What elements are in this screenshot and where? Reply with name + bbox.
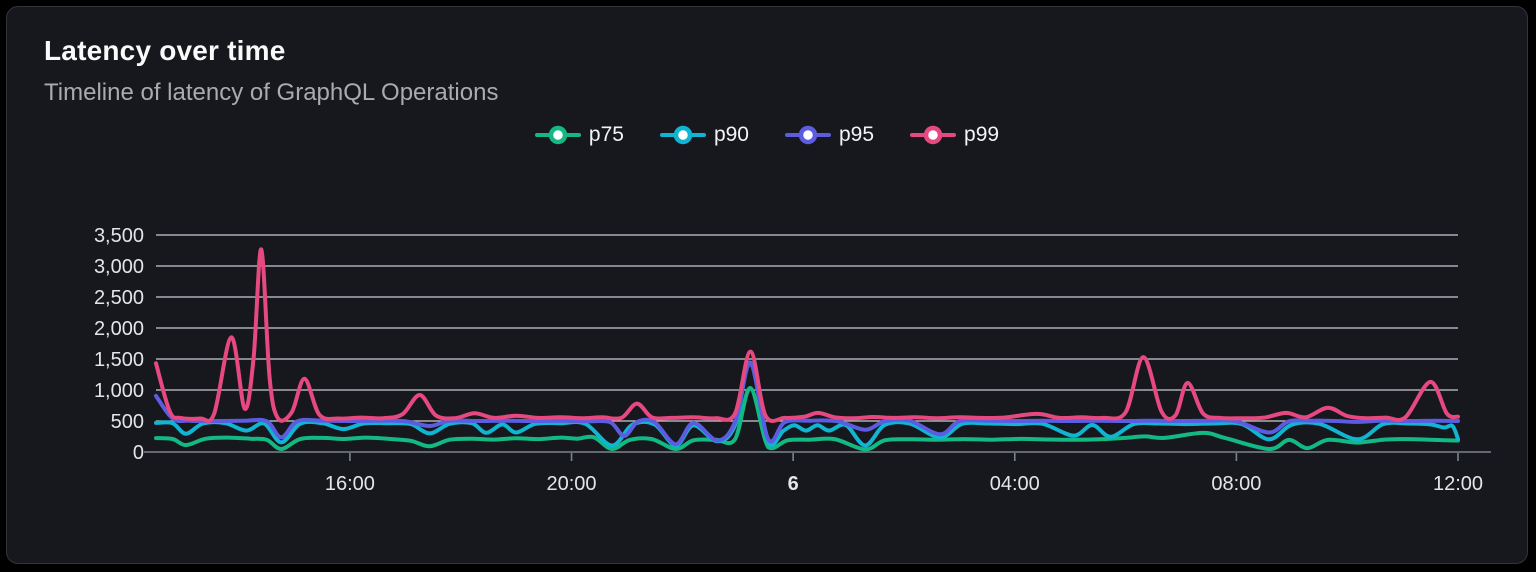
legend-marker-p75-icon bbox=[534, 125, 581, 145]
legend-label-p75: p75 bbox=[588, 123, 624, 146]
x-tick-label-08:00: 08:00 bbox=[1211, 473, 1261, 495]
legend-label-p90: p90 bbox=[713, 123, 749, 146]
legend-item-p99[interactable]: p99 bbox=[910, 123, 999, 147]
legend-label-p99: p99 bbox=[964, 123, 1000, 146]
panel-title: Latency over time bbox=[44, 35, 286, 66]
x-tick-label-6: 6 bbox=[788, 473, 799, 495]
x-tick-label-16:00: 16:00 bbox=[325, 473, 375, 495]
x-tick-label-12:00: 12:00 bbox=[1433, 473, 1483, 495]
legend-marker-p95-icon bbox=[785, 125, 831, 145]
x-tick-label-04:00: 04:00 bbox=[990, 473, 1040, 495]
y-tick-label-1000: 1,000 bbox=[94, 380, 144, 402]
legend-marker-p90-icon bbox=[659, 125, 706, 145]
y-tick-label-3500: 3,500 bbox=[94, 225, 144, 247]
latency-panel-card: Latency over time Timeline of latency of… bbox=[6, 6, 1528, 564]
legend-item-p75[interactable]: p75 bbox=[534, 123, 624, 147]
series-line-p90[interactable] bbox=[154, 360, 1460, 448]
series-line-p99[interactable] bbox=[154, 247, 1460, 424]
y-tick-label-3000: 3,000 bbox=[94, 256, 144, 278]
panel-subtitle: Timeline of latency of GraphQL Operation… bbox=[44, 79, 499, 106]
x-tick-label-20:00: 20:00 bbox=[547, 473, 597, 495]
legend-marker-p99-icon bbox=[910, 125, 957, 145]
y-tick-label-2000: 2,000 bbox=[94, 318, 144, 340]
panel-header: Latency over time Timeline of latency of… bbox=[7, 7, 1527, 107]
chart-legend: p75 p90 p95 p99 bbox=[7, 123, 1527, 147]
y-tick-label-0: 0 bbox=[133, 442, 144, 464]
legend-item-p90[interactable]: p90 bbox=[659, 123, 749, 147]
legend-item-p95[interactable]: p95 bbox=[785, 123, 874, 147]
latency-timeline-chart[interactable]: 0 500 1,000 1,500 2,000 2,500 3,000 3,500 16:00 2… bbox=[7, 199, 1529, 529]
y-tick-label-1500: 1,500 bbox=[94, 349, 144, 371]
y-tick-label-2500: 2,500 bbox=[94, 287, 144, 309]
legend-label-p95: p95 bbox=[839, 123, 875, 146]
series-line-p75[interactable] bbox=[154, 386, 1460, 452]
y-tick-label-500: 500 bbox=[111, 411, 144, 433]
